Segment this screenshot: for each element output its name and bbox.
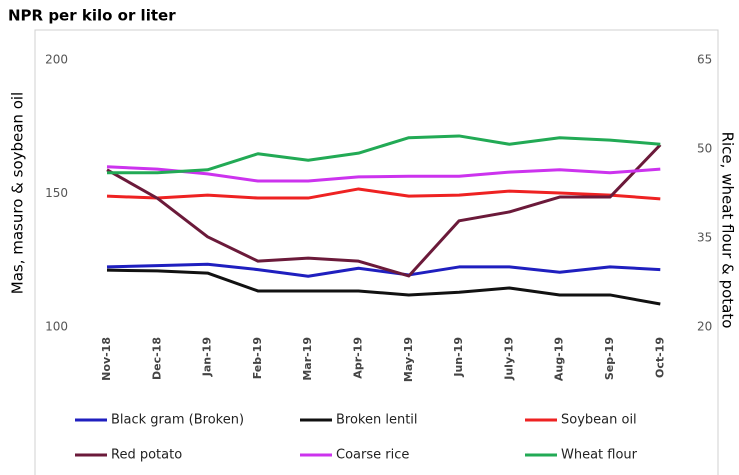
chart-frame [34,29,719,475]
x-tick-label: Dec-18 [150,337,163,380]
series-line [106,268,661,306]
y-axis-title: Mas, masuro & soybean oil [9,92,27,294]
y-tick-label: 150 [45,186,68,200]
x-tick-label: Sep-19 [603,337,616,380]
series-line [106,262,661,278]
x-tick-label: July-19 [502,337,515,381]
y2-tick-label: 50 [697,142,712,156]
legend-label: Black gram (Broken) [111,413,244,428]
legend-label: Broken lentil [336,413,418,428]
legend-label: Red potato [111,448,182,463]
x-tick-label: Feb-19 [251,337,264,379]
series-line [106,143,662,278]
chart-title: NPR per kilo or liter [8,7,176,25]
legend-label: Wheat flour [561,448,638,463]
legend-label: Soybean oil [561,413,637,428]
x-tick-label: Jan-19 [201,337,214,377]
x-tick-label: Mar-19 [301,337,314,381]
series-line [106,165,661,183]
series-line [106,187,661,201]
legend-label: Coarse rice [336,448,409,463]
y-tick-label: 100 [45,320,68,334]
x-tick-label: Apr-19 [352,337,365,379]
y2-tick-label: 65 [697,53,712,67]
x-tick-label: Aug-19 [553,337,566,381]
x-tick-label: May-19 [402,337,415,382]
x-tick-label: Nov-18 [100,337,113,381]
y-tick-label: 200 [45,53,68,67]
y2-axis-title: Rice, wheat flour & potato [719,132,737,329]
y2-tick-label: 35 [697,231,712,245]
x-tick-label: Oct-19 [653,337,666,378]
x-tick-label: Jun-19 [452,337,465,378]
series-line [107,134,661,175]
y2-tick-label: 20 [697,320,712,334]
